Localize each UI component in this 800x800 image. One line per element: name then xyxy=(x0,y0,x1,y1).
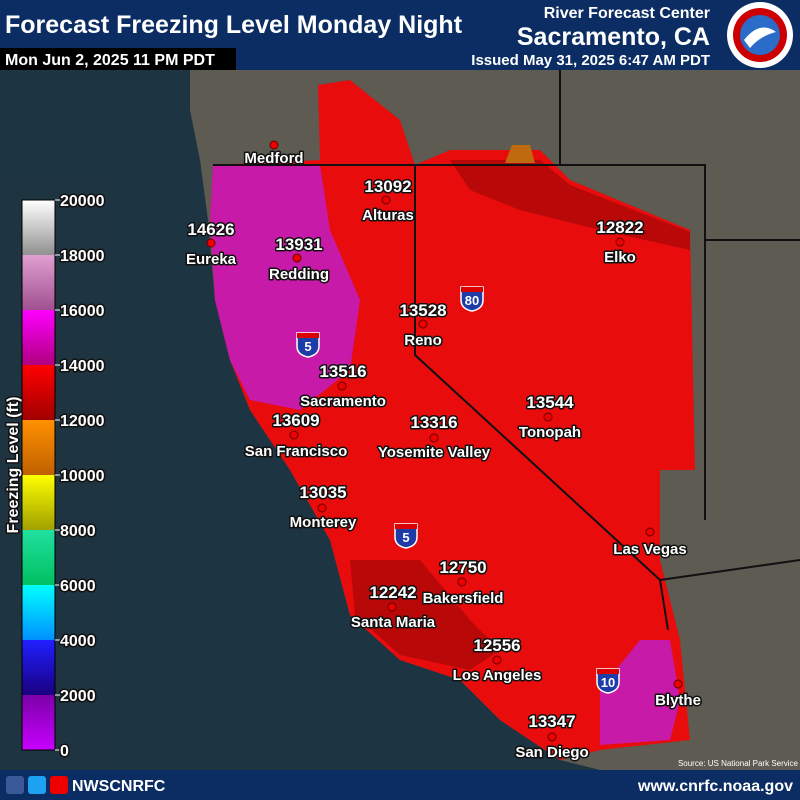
freezing-level-10-12k xyxy=(505,145,535,163)
city-dot xyxy=(418,319,428,329)
legend-tick-label: 4000 xyxy=(60,633,96,650)
city-dot xyxy=(292,253,302,263)
city-name: Elko xyxy=(604,249,636,266)
youtube-icon[interactable] xyxy=(50,776,68,794)
interstate-number: 80 xyxy=(465,293,479,308)
city-dot xyxy=(429,433,439,443)
freezing-level-14-16k xyxy=(210,165,680,745)
city-value: 13609 xyxy=(272,411,319,430)
city-dot xyxy=(206,238,216,248)
valid-time-bar xyxy=(0,48,236,70)
city-value: 13316 xyxy=(410,413,457,432)
interstate-shield-top xyxy=(461,287,483,292)
city-dot xyxy=(615,237,625,247)
city-name: Medford xyxy=(244,150,303,167)
interstate-shield xyxy=(394,523,418,549)
city-value: 12750 xyxy=(439,558,486,577)
city-name: Tonopah xyxy=(519,424,581,441)
legend-tick-label: 10000 xyxy=(60,468,105,485)
city-dot xyxy=(645,527,655,537)
city-dot xyxy=(543,412,553,422)
city-dot xyxy=(387,602,397,612)
footer-url[interactable]: www.cnrfc.noaa.gov xyxy=(637,778,793,795)
legend-tick-label: 8000 xyxy=(60,523,96,540)
city-name: Reno xyxy=(404,332,442,349)
city-name: Redding xyxy=(269,266,329,283)
city-name: Los Angeles xyxy=(453,667,542,684)
interstate-shield-top xyxy=(297,333,319,338)
city-value: 12556 xyxy=(473,636,520,655)
interstate-shield xyxy=(460,286,484,312)
interstate-shield-top xyxy=(395,524,417,529)
twitter-icon[interactable] xyxy=(28,776,46,794)
city-name: Monterey xyxy=(290,514,357,531)
legend-tick-label: 18000 xyxy=(60,248,105,265)
legend-tick-label: 20000 xyxy=(60,193,105,210)
city-value: 13528 xyxy=(399,301,446,320)
title: Forecast Freezing Level Monday Night xyxy=(5,11,463,39)
city-name: Alturas xyxy=(362,207,414,224)
city-name: Santa Maria xyxy=(351,614,436,631)
interstate-shield xyxy=(296,332,320,358)
city-name: Yosemite Valley xyxy=(378,444,491,461)
issued: Issued May 31, 2025 6:47 AM PDT xyxy=(471,52,710,69)
interstate-number: 5 xyxy=(402,530,409,545)
freezing-level-dark-band xyxy=(350,160,690,670)
colorbar xyxy=(21,199,56,751)
city-dot xyxy=(269,140,279,150)
city-name: Eureka xyxy=(186,251,237,268)
city-value: 13931 xyxy=(275,235,322,254)
footer-handle: NWSCNRFC xyxy=(72,778,166,795)
city-name: Blythe xyxy=(655,692,701,709)
footer-bar xyxy=(0,770,800,800)
city-dot xyxy=(317,503,327,513)
city-name: Las Vegas xyxy=(613,541,686,558)
city-name: San Francisco xyxy=(245,443,348,460)
legend-panel xyxy=(0,178,113,768)
legend-tick-label: 14000 xyxy=(60,358,105,375)
city-dot xyxy=(673,679,683,689)
city-dot xyxy=(457,577,467,587)
city-dot xyxy=(381,195,391,205)
city-dot xyxy=(547,732,557,742)
interstate-number: 10 xyxy=(601,675,615,690)
legend-tick-label: 0 xyxy=(60,743,69,760)
legend-title: Freezing Level (ft) xyxy=(5,397,22,534)
city-dot xyxy=(289,430,299,440)
valid-time: Mon Jun 2, 2025 11 PM PDT xyxy=(5,52,215,69)
state-borders xyxy=(213,70,800,631)
interstate-shield-top xyxy=(597,669,619,674)
city-value: 13347 xyxy=(528,712,575,731)
city-dot xyxy=(337,381,347,391)
city-name: Bakersfield xyxy=(423,590,504,607)
city-dot xyxy=(492,655,502,665)
city-value: 12822 xyxy=(596,218,643,237)
legend-tick-label: 2000 xyxy=(60,688,96,705)
city-value: 13092 xyxy=(364,177,411,196)
legend-tick-label: 16000 xyxy=(60,303,105,320)
city-value: 13035 xyxy=(299,483,346,502)
office-line2: Sacramento, CA xyxy=(517,23,710,51)
source: Source: US National Park Service xyxy=(678,759,799,768)
city-value: 13516 xyxy=(319,362,366,381)
city-name: Sacramento xyxy=(300,393,386,410)
legend-tick-label: 12000 xyxy=(60,413,105,430)
city-value: 12242 xyxy=(369,583,416,602)
city-value: 13544 xyxy=(526,393,574,412)
nws-logo xyxy=(727,2,793,68)
city-value: 14626 xyxy=(187,220,234,239)
interstate-shield xyxy=(596,668,620,694)
facebook-icon[interactable] xyxy=(6,776,24,794)
city-name: San Diego xyxy=(515,744,588,761)
office-line1: River Forecast Center xyxy=(544,5,710,22)
legend-tick-label: 6000 xyxy=(60,578,96,595)
interstate-number: 5 xyxy=(304,339,311,354)
